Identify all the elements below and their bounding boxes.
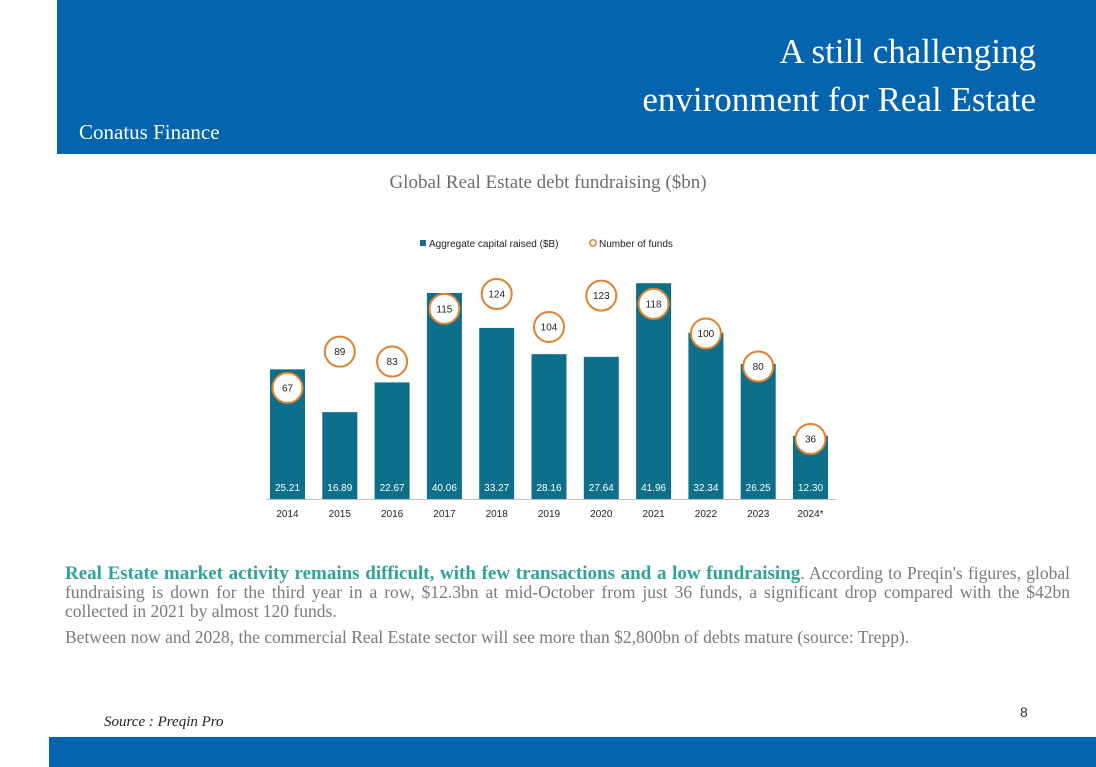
fund-marker-2014 (271, 371, 304, 404)
lead-sentence: Real Estate market activity remains diff… (65, 563, 801, 584)
fund-marker-2023 (742, 350, 775, 383)
bar-2023 (740, 364, 776, 499)
title-line-2: environment for Real Estate (642, 80, 1036, 119)
fund-marker-2020 (585, 279, 618, 312)
x-tick-label: 2015 (329, 509, 352, 520)
bar-2015 (322, 412, 358, 499)
fund-marker-2015 (323, 335, 356, 368)
fund-marker-2022 (689, 317, 722, 350)
paragraph-1-text: According to Preqin's figures, global fu… (65, 563, 1070, 621)
x-tick-label: 2014 (276, 509, 299, 520)
fund-count-label: 36 (805, 435, 817, 446)
bar-value-label: 27.64 (589, 483, 614, 494)
paragraph-2: Between now and 2028, the commercial Rea… (65, 627, 910, 647)
fund-count-label: 123 (593, 291, 610, 302)
fund-count-label: 100 (698, 329, 715, 340)
fund-count-label: 80 (753, 362, 765, 373)
bar-value-label: 25.21 (275, 483, 300, 494)
x-tick-label: 2016 (381, 509, 404, 520)
bar-2016 (374, 382, 410, 499)
bar-value-label: 16.89 (327, 483, 352, 494)
fund-count-label: 83 (387, 357, 399, 368)
x-tick-label: 2021 (642, 509, 665, 520)
x-tick-label: 2017 (433, 509, 456, 520)
fundraising-chart: Aggregate capital raised ($B) Number of f… (266, 239, 836, 520)
brand-name: Conatus Finance (79, 120, 220, 144)
bar-value-label: 33.27 (484, 483, 509, 494)
bar-2019 (531, 354, 567, 499)
fund-count-label: 67 (282, 383, 294, 394)
fund-marker-2021 (637, 287, 670, 320)
body-text: Real Estate market activity remains diff… (65, 564, 1070, 654)
bar-value-label: 28.16 (536, 483, 561, 494)
bar-value-label: 32.34 (693, 483, 718, 494)
fund-count-label: 124 (488, 290, 505, 301)
bar-2022 (688, 332, 724, 499)
chart-legend: Aggregate capital raised ($B) Number of f… (420, 239, 673, 250)
fund-marker-2024* (794, 423, 827, 455)
bar-value-label: 41.96 (641, 483, 666, 494)
bar-value-label: 40.06 (432, 483, 457, 494)
chart-title: Global Real Estate debt fundraising ($bn… (389, 172, 707, 193)
slide-title: A still challenging environment for Real… (436, 28, 1036, 124)
legend-swatch-capital (420, 240, 426, 246)
bar-value-label: 12.30 (798, 483, 823, 494)
lead-period: . (800, 563, 805, 583)
fund-count-label: 104 (541, 322, 558, 333)
header-banner: A still challenging environment for Real… (57, 0, 1096, 154)
x-tick-label: 2022 (695, 509, 718, 520)
bar-2018 (479, 327, 515, 499)
fund-count-label: 118 (646, 299, 662, 310)
fund-marker-2019 (533, 310, 565, 343)
fund-marker-2016 (376, 345, 409, 378)
legend-label-funds: Number of funds (599, 239, 673, 250)
x-tick-label: 2023 (747, 509, 770, 520)
bar-2017 (426, 292, 462, 499)
x-tick-label: 2019 (538, 509, 561, 520)
fund-marker-2018 (480, 278, 513, 310)
paragraph-1: Real Estate market activity remains diff… (65, 564, 1070, 621)
bar-value-label: 22.67 (380, 483, 405, 494)
source-note: Source : Preqin Pro (104, 714, 224, 730)
fund-count-label: 115 (436, 304, 452, 315)
legend-marker-funds (589, 239, 597, 247)
footer-banner (49, 737, 1096, 767)
fund-count-label: 89 (334, 347, 346, 358)
page-number: 8 (1020, 704, 1028, 720)
legend-label-capital: Aggregate capital raised ($B) (429, 239, 559, 250)
bar-2020 (583, 356, 619, 499)
title-line-1: A still challenging (779, 32, 1036, 71)
fund-marker-2017 (428, 292, 461, 325)
bar-value-label: 26.25 (746, 483, 771, 494)
x-tick-label: 2024* (797, 509, 823, 520)
x-tick-label: 2018 (486, 509, 509, 520)
x-tick-label: 2020 (590, 509, 613, 520)
